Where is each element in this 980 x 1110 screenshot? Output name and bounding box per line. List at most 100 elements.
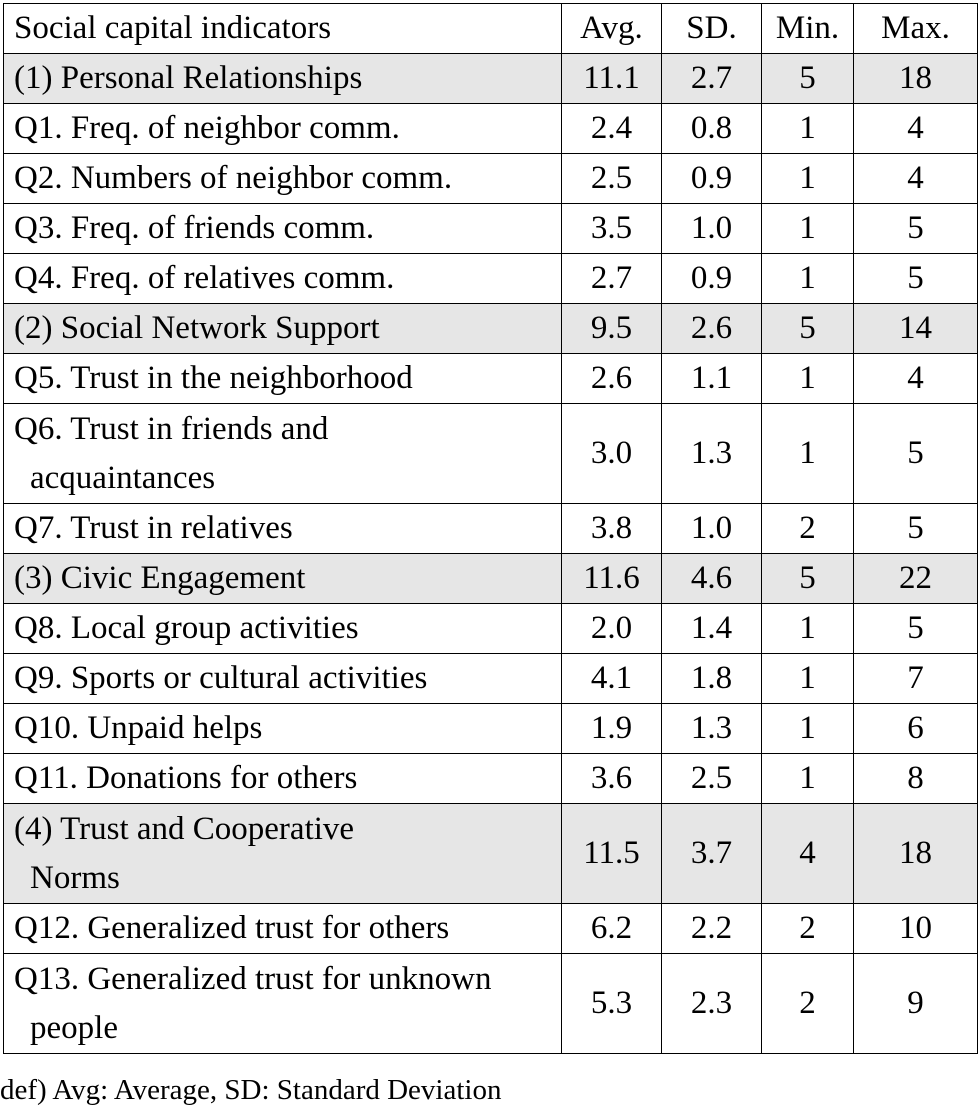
- cell-sd: 1.0: [661, 503, 762, 554]
- cell-max: 4: [853, 153, 978, 204]
- row-label-line2: acquaintances: [30, 459, 216, 496]
- row-label: Q3. Freq. of friends comm.: [3, 203, 562, 254]
- row-label-line2: Norms: [30, 859, 120, 896]
- table-header-row: Social capital indicators Avg. SD. Min. …: [3, 3, 978, 54]
- cell-sd: 4.6: [661, 553, 762, 604]
- row-label: Q8. Local group activities: [3, 603, 562, 654]
- table-footnote: def) Avg: Average, SD: Standard Deviatio…: [0, 1074, 502, 1106]
- cell-sd: 1.1: [661, 353, 762, 404]
- cell-min: 2: [761, 903, 854, 954]
- table-row: Q6. Trust in friends and acquaintances 3…: [3, 403, 978, 504]
- cell-avg: 11.6: [561, 553, 662, 604]
- row-label: Q4. Freq. of relatives comm.: [3, 253, 562, 304]
- cell-avg: 2.0: [561, 603, 662, 654]
- row-label-line2: people: [30, 1009, 118, 1046]
- row-label: Q11. Donations for others: [3, 753, 562, 804]
- group-row-trust-cooperative-norms: (4) Trust and Cooperative Norms 11.5 3.7…: [3, 803, 978, 904]
- table-row: Q7. Trust in relatives 3.8 1.0 2 5: [3, 503, 978, 554]
- cell-min: 1: [761, 703, 854, 754]
- header-min: Min.: [761, 3, 854, 54]
- row-label: Q10. Unpaid helps: [3, 703, 562, 754]
- table-row: Q11. Donations for others 3.6 2.5 1 8: [3, 753, 978, 804]
- cell-sd: 3.7: [661, 803, 762, 904]
- cell-min: 1: [761, 403, 854, 504]
- cell-max: 18: [853, 803, 978, 904]
- cell-min: 2: [761, 953, 854, 1054]
- cell-sd: 0.8: [661, 103, 762, 154]
- row-label: Q13. Generalized trust for unknown peopl…: [3, 953, 562, 1054]
- table-row: Q13. Generalized trust for unknown peopl…: [3, 953, 978, 1054]
- cell-max: 4: [853, 103, 978, 154]
- cell-min: 5: [761, 553, 854, 604]
- cell-avg: 3.5: [561, 203, 662, 254]
- cell-avg: 2.6: [561, 353, 662, 404]
- cell-min: 1: [761, 603, 854, 654]
- cell-avg: 3.6: [561, 753, 662, 804]
- cell-sd: 2.7: [661, 53, 762, 104]
- row-label: Q6. Trust in friends and acquaintances: [3, 403, 562, 504]
- cell-max: 5: [853, 503, 978, 554]
- cell-min: 1: [761, 353, 854, 404]
- table-row: Q1. Freq. of neighbor comm. 2.4 0.8 1 4: [3, 103, 978, 154]
- table-row: Q8. Local group activities 2.0 1.4 1 5: [3, 603, 978, 654]
- cell-sd: 2.6: [661, 303, 762, 354]
- cell-sd: 1.3: [661, 703, 762, 754]
- row-label: Q5. Trust in the neighborhood: [3, 353, 562, 404]
- table-row: Q12. Generalized trust for others 6.2 2.…: [3, 903, 978, 954]
- row-label: (1) Personal Relationships: [3, 53, 562, 104]
- cell-max: 5: [853, 253, 978, 304]
- cell-max: 5: [853, 203, 978, 254]
- group-row-social-network-support: (2) Social Network Support 9.5 2.6 5 14: [3, 303, 978, 354]
- header-indicators: Social capital indicators: [3, 3, 562, 54]
- cell-avg: 2.5: [561, 153, 662, 204]
- cell-sd: 2.5: [661, 753, 762, 804]
- table-row: Q5. Trust in the neighborhood 2.6 1.1 1 …: [3, 353, 978, 404]
- row-label: Q7. Trust in relatives: [3, 503, 562, 554]
- cell-min: 1: [761, 153, 854, 204]
- cell-avg: 9.5: [561, 303, 662, 354]
- cell-max: 6: [853, 703, 978, 754]
- table-row: Q4. Freq. of relatives comm. 2.7 0.9 1 5: [3, 253, 978, 304]
- cell-avg: 3.8: [561, 503, 662, 554]
- group-row-civic-engagement: (3) Civic Engagement 11.6 4.6 5 22: [3, 553, 978, 604]
- cell-max: 5: [853, 603, 978, 654]
- cell-max: 9: [853, 953, 978, 1054]
- cell-max: 4: [853, 353, 978, 404]
- row-label: Q9. Sports or cultural activities: [3, 653, 562, 704]
- cell-sd: 1.4: [661, 603, 762, 654]
- header-avg: Avg.: [561, 3, 662, 54]
- header-max: Max.: [853, 3, 978, 54]
- row-label-line1: Q13. Generalized trust for unknown: [14, 960, 492, 997]
- cell-max: 18: [853, 53, 978, 104]
- group-row-personal-relationships: (1) Personal Relationships 11.1 2.7 5 18: [3, 53, 978, 104]
- row-label: (4) Trust and Cooperative Norms: [3, 803, 562, 904]
- cell-sd: 1.0: [661, 203, 762, 254]
- row-label: Q2. Numbers of neighbor comm.: [3, 153, 562, 204]
- cell-min: 1: [761, 653, 854, 704]
- cell-min: 1: [761, 253, 854, 304]
- cell-max: 5: [853, 403, 978, 504]
- cell-max: 7: [853, 653, 978, 704]
- cell-max: 22: [853, 553, 978, 604]
- cell-min: 1: [761, 203, 854, 254]
- cell-avg: 11.1: [561, 53, 662, 104]
- cell-max: 8: [853, 753, 978, 804]
- cell-sd: 1.8: [661, 653, 762, 704]
- cell-min: 5: [761, 53, 854, 104]
- table-row: Q2. Numbers of neighbor comm. 2.5 0.9 1 …: [3, 153, 978, 204]
- table-row: Q9. Sports or cultural activities 4.1 1.…: [3, 653, 978, 704]
- row-label: Q12. Generalized trust for others: [3, 903, 562, 954]
- cell-sd: 0.9: [661, 153, 762, 204]
- row-label: (2) Social Network Support: [3, 303, 562, 354]
- cell-min: 2: [761, 503, 854, 554]
- cell-avg: 3.0: [561, 403, 662, 504]
- row-label: (3) Civic Engagement: [3, 553, 562, 604]
- cell-min: 4: [761, 803, 854, 904]
- table-row: Q3. Freq. of friends comm. 3.5 1.0 1 5: [3, 203, 978, 254]
- table-row: Q10. Unpaid helps 1.9 1.3 1 6: [3, 703, 978, 754]
- social-capital-table: Social capital indicators Avg. SD. Min. …: [3, 3, 978, 1054]
- cell-min: 5: [761, 303, 854, 354]
- cell-avg: 1.9: [561, 703, 662, 754]
- cell-avg: 2.7: [561, 253, 662, 304]
